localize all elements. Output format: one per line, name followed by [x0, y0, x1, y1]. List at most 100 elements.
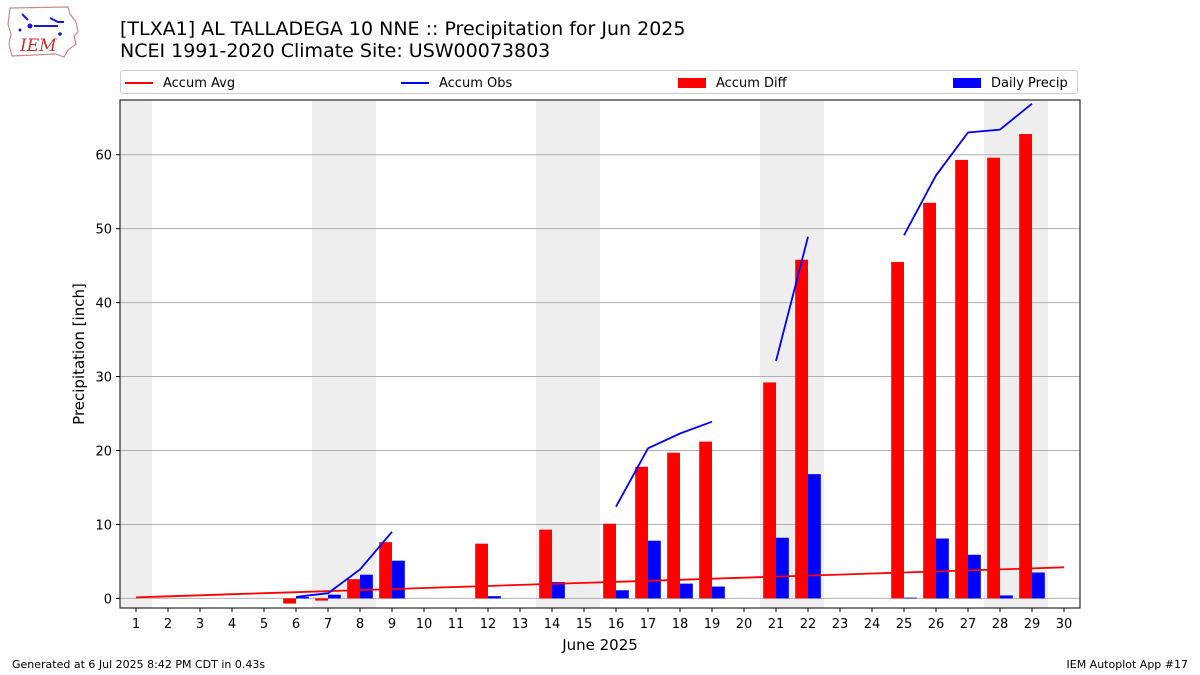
bar-accum-diff-day-28	[987, 157, 1000, 599]
iem-logo: IEM	[6, 4, 82, 60]
bar-daily-precip-day-29	[1032, 572, 1045, 599]
bar-daily-precip-day-28	[1000, 595, 1013, 599]
x-tick-label-28: 28	[992, 617, 1009, 632]
y-tick-label-30: 30	[95, 371, 112, 386]
bar-accum-diff-day-21	[763, 382, 776, 599]
x-tick-label-11: 11	[448, 617, 465, 632]
weekend-shade-day-7	[312, 100, 344, 608]
x-tick-label-22: 22	[800, 617, 817, 632]
bar-accum-diff-day-22	[795, 259, 808, 599]
bar-daily-precip-day-8	[360, 574, 373, 599]
bar-daily-precip-day-18	[680, 583, 693, 599]
chart-title: [TLXA1] AL TALLADEGA 10 NNE :: Precipita…	[120, 18, 686, 40]
weekend-shade-day-15	[568, 100, 600, 608]
plot-frame	[119, 99, 1081, 609]
y-axis-ticks: 0 10 20 30 40 50 60	[95, 149, 120, 607]
bar-accum-diff-day-8	[347, 579, 360, 599]
bar-daily-precip-day-12	[488, 596, 501, 599]
y-tick-label-40: 40	[95, 297, 112, 312]
weekend-shade-day-1	[120, 100, 152, 608]
bar-accum-diff-day-17	[635, 466, 648, 599]
legend-swatch-accum-obs	[401, 82, 429, 84]
bar-daily-precip-day-27	[968, 554, 981, 599]
x-tick-label-18: 18	[672, 617, 689, 632]
legend-item-accum-diff: Accum Diff	[678, 74, 787, 92]
legend-item-accum-avg: Accum Avg	[125, 74, 235, 92]
legend-swatch-accum-avg	[125, 82, 153, 84]
bar-accum-diff-day-12	[475, 543, 488, 599]
bar-daily-precip-day-22	[808, 474, 821, 599]
x-tick-label-15: 15	[576, 617, 593, 632]
bar-accum-diff-day-9	[379, 542, 392, 599]
y-tick-label-50: 50	[95, 223, 112, 238]
legend-item-daily-precip: Daily Precip	[953, 74, 1068, 92]
weekend-shading	[120, 100, 1048, 608]
x-tick-label-29: 29	[1024, 617, 1041, 632]
bar-accum-diff-day-25	[891, 261, 904, 599]
bar-daily-precip-day-16	[616, 590, 629, 599]
x-tick-label-26: 26	[928, 617, 945, 632]
y-gridlines	[120, 154, 1080, 599]
x-tick-label-1: 1	[132, 617, 140, 632]
bar-accum-diff-day-6	[283, 598, 296, 604]
x-tick-label-19: 19	[704, 617, 721, 632]
bar-daily-precip-day-19	[712, 586, 725, 599]
y-axis-label: Precipitation [inch]	[70, 283, 88, 425]
bar-daily-precip-day-21	[776, 537, 789, 599]
bar-daily-precip-day-25	[904, 597, 917, 599]
line-accum-obs-segment-3	[903, 103, 1033, 236]
footer-generated: Generated at 6 Jul 2025 8:42 PM CDT in 0…	[12, 658, 266, 671]
x-tick-label-2: 2	[164, 617, 172, 632]
y-tick-label-0: 0	[104, 592, 112, 607]
x-tick-label-10: 10	[416, 617, 433, 632]
legend-label-accum-avg: Accum Avg	[163, 75, 236, 91]
x-tick-label-4: 4	[228, 617, 236, 632]
x-tick-label-23: 23	[832, 617, 849, 632]
x-tick-label-7: 7	[324, 617, 332, 632]
legend-label-accum-obs: Accum Obs	[439, 75, 513, 91]
logo-text: IEM	[19, 36, 57, 56]
bar-accum-diff-day-14	[539, 529, 552, 599]
x-tick-label-17: 17	[640, 617, 657, 632]
bar-accum-diff-day-16	[603, 523, 616, 599]
chart-subtitle: NCEI 1991-2020 Climate Site: USW00073803	[120, 40, 551, 62]
weekend-shade-day-8	[344, 100, 376, 608]
bar-daily-precip-day-6	[296, 596, 309, 599]
x-axis-ticks: 1 2 3 4 5 6 7 8 9 10 11 12 13 14 15 16 17 18 19 20 21 22 23 24 2…	[132, 608, 1072, 632]
line-accum-obs-segment-2	[775, 236, 809, 362]
x-axis-label: June 2025	[561, 636, 638, 654]
x-tick-label-14: 14	[544, 617, 561, 632]
x-tick-label-21: 21	[768, 617, 785, 632]
bar-daily-precip-day-17	[648, 540, 661, 599]
x-tick-label-6: 6	[292, 617, 300, 632]
weekend-shade-day-14	[536, 100, 568, 608]
bar-accum-diff-day-27	[955, 159, 968, 599]
x-tick-label-27: 27	[960, 617, 977, 632]
y-tick-label-60: 60	[95, 149, 112, 164]
bar-accum-diff-day-26	[923, 202, 936, 599]
chart-legend: Accum Avg Accum Obs Accum Diff Daily Pre…	[120, 70, 1078, 94]
legend-label-daily-precip: Daily Precip	[991, 75, 1068, 91]
x-tick-label-20: 20	[736, 617, 753, 632]
x-tick-label-24: 24	[864, 617, 881, 632]
lines	[135, 103, 1065, 599]
bar-accum-diff-day-18	[667, 452, 680, 599]
legend-swatch-accum-diff	[678, 78, 706, 88]
bar-daily-precip-day-14	[552, 582, 565, 599]
x-tick-label-16: 16	[608, 617, 625, 632]
bars	[283, 134, 1045, 604]
x-tick-label-25: 25	[896, 617, 913, 632]
x-tick-label-3: 3	[196, 617, 204, 632]
bar-accum-diff-day-7	[315, 598, 328, 601]
x-tick-label-12: 12	[480, 617, 497, 632]
legend-label-accum-diff: Accum Diff	[716, 75, 787, 91]
x-tick-label-13: 13	[512, 617, 529, 632]
bar-daily-precip-day-26	[936, 538, 949, 599]
x-tick-label-9: 9	[388, 617, 396, 632]
x-tick-label-5: 5	[260, 617, 268, 632]
legend-item-accum-obs: Accum Obs	[401, 74, 512, 92]
footer-app: IEM Autoplot App #17	[1066, 658, 1189, 671]
x-tick-label-8: 8	[356, 617, 364, 632]
bar-accum-diff-day-29	[1019, 134, 1032, 599]
